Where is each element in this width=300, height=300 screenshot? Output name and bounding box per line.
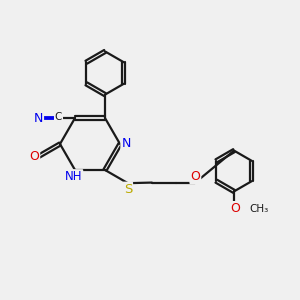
Text: N: N [34, 112, 43, 124]
Text: O: O [231, 202, 240, 215]
Text: N: N [121, 137, 131, 150]
Text: C: C [55, 112, 62, 122]
Text: O: O [190, 170, 200, 183]
Text: O: O [29, 150, 39, 163]
Text: CH₃: CH₃ [250, 203, 269, 214]
Text: S: S [124, 183, 132, 196]
Text: NH: NH [65, 170, 82, 183]
